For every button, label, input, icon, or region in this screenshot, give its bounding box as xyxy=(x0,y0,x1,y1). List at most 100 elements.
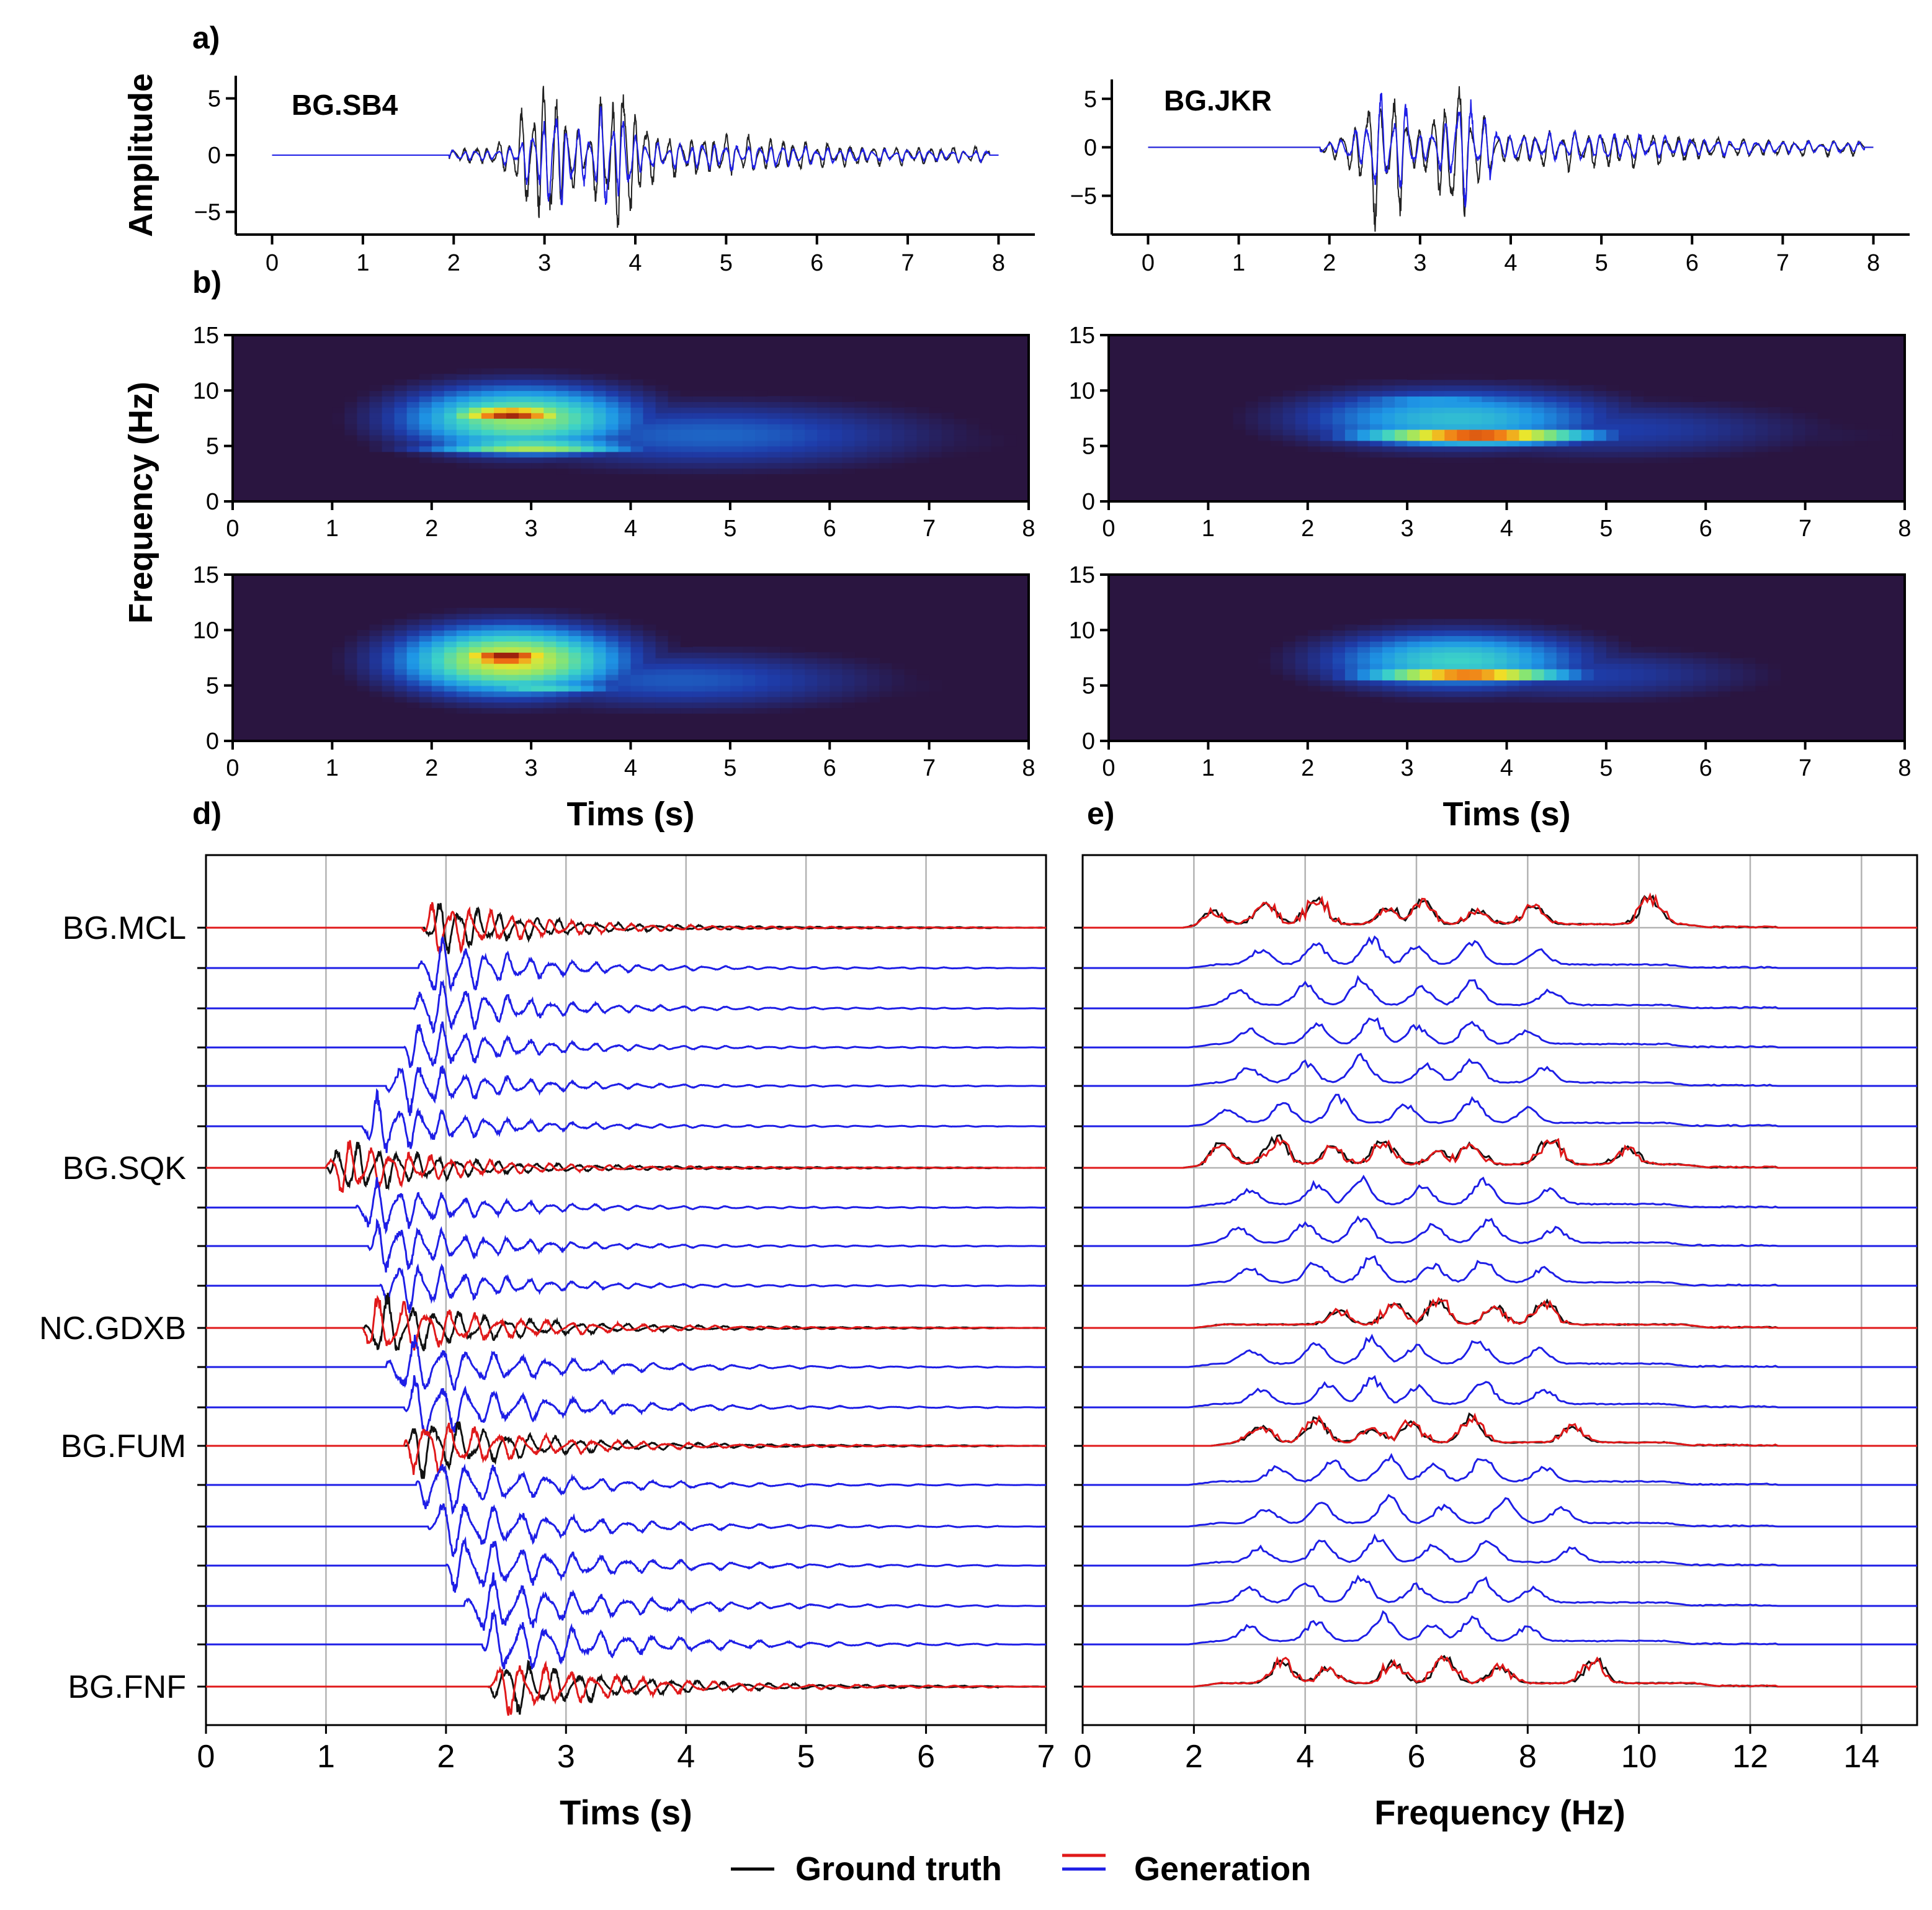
spectrogram-cell xyxy=(680,468,694,475)
spectrogram-cell xyxy=(456,440,470,447)
spectrogram-cell xyxy=(1407,434,1420,441)
spectrogram-cell xyxy=(1457,423,1470,430)
spectrogram-cell xyxy=(780,691,793,697)
spectrogram-cell xyxy=(966,434,980,441)
spectrogram-cell xyxy=(1395,652,1408,658)
spectrogram-cell xyxy=(655,641,669,647)
spectrogram-cell xyxy=(519,423,532,430)
spectrogram-cell xyxy=(481,668,494,675)
spectrogram-cell xyxy=(581,423,594,430)
spectrogram-cell xyxy=(692,413,706,419)
spectrogram-cell xyxy=(581,696,594,703)
spectrogram-cell xyxy=(1370,652,1383,658)
spectrogram-cell xyxy=(630,413,644,419)
spectrogram-cell xyxy=(1494,658,1508,664)
spectrogram-cell xyxy=(1618,635,1632,642)
spectrogram-cell xyxy=(344,429,358,436)
spectrogram-cell xyxy=(543,652,557,658)
spectrogram-cell xyxy=(431,652,445,658)
spectrogram-cell xyxy=(1755,685,1769,692)
spectrogram-cell xyxy=(867,663,880,670)
spectrogram-cell xyxy=(394,696,408,703)
spectrogram-cell xyxy=(1344,641,1358,647)
spectrogram-cell xyxy=(1457,685,1470,692)
trace-ground-truth xyxy=(206,1293,1046,1352)
spectrogram-cell xyxy=(805,423,818,430)
spectrogram-cell xyxy=(1568,379,1582,386)
spectrogram-cell xyxy=(531,608,544,614)
spectrogram-cell xyxy=(606,440,619,447)
spectrogram-cell xyxy=(655,440,669,447)
spectrogram-cell xyxy=(1332,630,1346,636)
spectrogram-cell xyxy=(606,668,619,675)
spectrogram-cell xyxy=(1755,401,1769,408)
spectrogram-cell xyxy=(1519,407,1532,413)
spectrogram-cell xyxy=(506,429,519,436)
spectrogram-cell xyxy=(406,624,420,631)
spectrogram-cell xyxy=(705,413,718,419)
spectrogram-cell xyxy=(755,674,768,681)
spectrogram-cell xyxy=(1444,635,1458,642)
spectrogram-cell xyxy=(1531,434,1545,441)
spectrogram-cell xyxy=(730,462,743,469)
spectrogram-cell xyxy=(792,407,805,413)
spectrogram-cell xyxy=(1842,429,1856,436)
spectrogram-cell xyxy=(1531,446,1545,452)
spectrogram-cell xyxy=(568,440,582,447)
spectrogram-cell xyxy=(1494,674,1508,681)
spectrogram-cell xyxy=(1718,407,1732,413)
spectrogram-cell xyxy=(531,368,544,375)
spectrogram-cell xyxy=(1681,691,1694,697)
spectrogram-cell xyxy=(593,658,607,664)
spectrogram-cell xyxy=(692,418,706,424)
spectrogram-cell xyxy=(1295,385,1308,392)
spectrogram-cell xyxy=(1395,418,1408,424)
spectrogram-cell xyxy=(1270,652,1284,658)
spectrogram-cell xyxy=(456,658,470,664)
spectrogram-cell xyxy=(1420,668,1433,675)
spectrogram-cell xyxy=(742,668,756,675)
spectrogram-cell xyxy=(369,413,383,419)
spectrogram-cell xyxy=(394,624,408,631)
spectrogram-cell xyxy=(1395,413,1408,419)
spectrogram-cell xyxy=(1469,418,1483,424)
spectrogram-cell xyxy=(680,413,694,419)
spectrogram-cell xyxy=(606,630,619,636)
spectrogram-cell xyxy=(1730,451,1744,458)
x-tick-label: 2 xyxy=(1185,1739,1203,1775)
spectrogram-cell xyxy=(1506,457,1520,464)
spectrogram-cell xyxy=(1606,668,1619,675)
spectrogram-cell xyxy=(581,674,594,681)
spectrogram-cell xyxy=(1432,407,1445,413)
spectrogram-cell xyxy=(1344,434,1358,441)
spectrogram-cell xyxy=(1307,434,1321,441)
spectrogram-cell xyxy=(406,619,420,625)
spectrogram-cell xyxy=(1420,630,1433,636)
spectrogram-cell xyxy=(941,429,955,436)
spectrogram-cell xyxy=(1730,668,1744,675)
spectrogram-cell xyxy=(643,423,656,430)
spectrogram-cell xyxy=(941,451,955,458)
spectrogram-cell xyxy=(742,647,756,653)
spectrogram-cell xyxy=(494,679,507,686)
spectrogram-cell xyxy=(904,423,918,430)
spectrogram-cell xyxy=(1457,457,1470,464)
spectrogram-cell xyxy=(481,647,494,653)
spectrogram-cell xyxy=(742,429,756,436)
spectrogram-cell xyxy=(519,429,532,436)
spectrogram-cell xyxy=(556,434,569,441)
spectrogram-cell xyxy=(444,390,457,397)
x-tick-label: 0 xyxy=(1074,1739,1092,1775)
spectrogram-cell xyxy=(382,390,395,397)
spectrogram-cell xyxy=(344,663,358,670)
spectrogram-cell xyxy=(879,413,893,419)
spectrogram-cell xyxy=(717,413,731,419)
spectrogram-cell xyxy=(730,696,743,703)
spectrogram-cell xyxy=(1656,647,1669,653)
spectrogram-cell xyxy=(755,702,768,709)
spectrogram-cell xyxy=(1469,635,1483,642)
x-tick-label: 3 xyxy=(1401,755,1414,781)
spectrogram-cell xyxy=(1407,619,1420,625)
spectrogram-cell xyxy=(406,668,420,675)
spectrogram-cell xyxy=(1506,451,1520,458)
